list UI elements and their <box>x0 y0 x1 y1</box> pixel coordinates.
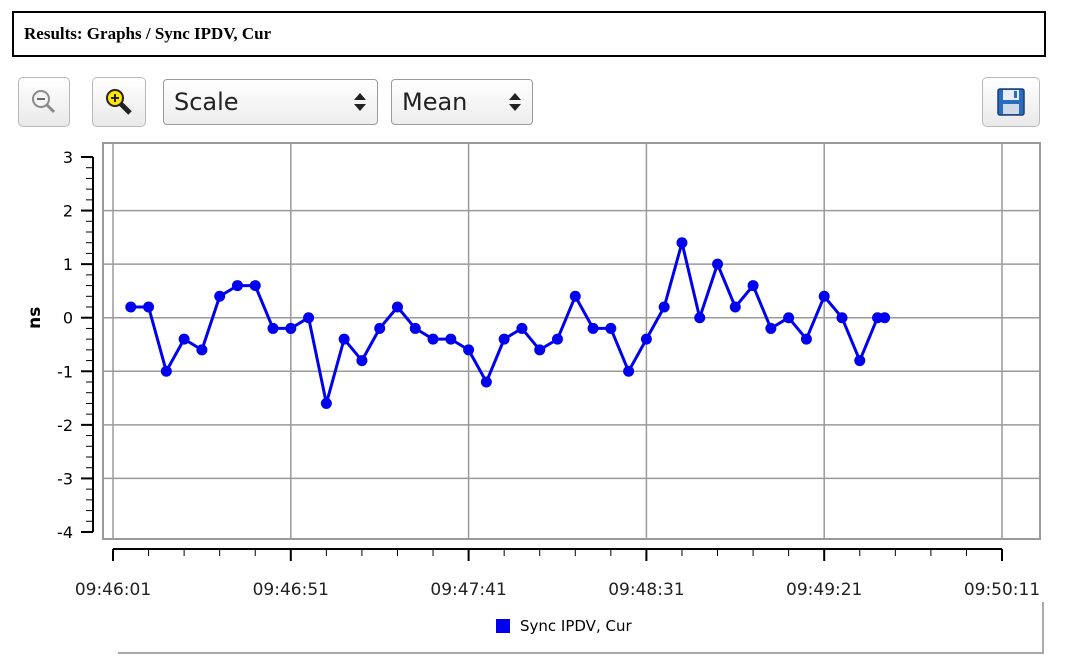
y-tick-label: 0 <box>63 309 73 328</box>
data-point <box>712 258 724 270</box>
stat-select-value: Mean <box>402 88 468 116</box>
data-point <box>783 312 795 324</box>
data-point <box>480 376 492 388</box>
series-line <box>130 241 885 405</box>
data-point <box>409 322 421 334</box>
data-point <box>676 237 688 249</box>
zoom-in-button[interactable] <box>92 77 146 127</box>
legend-label: Sync IPDV, Cur <box>520 617 632 635</box>
data-point <box>640 333 652 345</box>
data-point <box>854 355 866 367</box>
data-point <box>587 322 599 334</box>
data-point <box>214 290 226 302</box>
results-title: Results: Graphs / Sync IPDV, Cur <box>12 11 1046 57</box>
zoom-out-icon <box>32 90 56 114</box>
y-tick-label: -1 <box>57 362 73 381</box>
data-point <box>267 322 279 334</box>
data-point <box>143 301 155 313</box>
data-point <box>196 344 208 356</box>
data-point <box>303 312 315 324</box>
data-point <box>125 301 137 313</box>
x-tick-label: 09:48:31 <box>608 580 684 600</box>
data-point <box>285 322 297 334</box>
y-axis-label: ns <box>25 307 45 329</box>
legend: Sync IPDV, Cur <box>496 617 632 635</box>
y-tick-label: 3 <box>63 148 73 167</box>
data-point <box>231 280 243 292</box>
data-point <box>445 333 457 345</box>
data-point <box>729 301 741 313</box>
zoom-in-icon <box>106 89 132 115</box>
legend-frame <box>118 602 1044 654</box>
data-point <box>605 322 617 334</box>
x-tick-label: 09:49:21 <box>786 580 862 600</box>
data-point <box>178 333 190 345</box>
data-point <box>818 290 830 302</box>
data-point <box>623 365 635 377</box>
zoom-out-button[interactable] <box>18 77 70 127</box>
data-point <box>534 344 546 356</box>
data-point <box>498 333 510 345</box>
data-point <box>747 280 759 292</box>
data-point <box>879 312 891 324</box>
save-icon <box>997 88 1025 116</box>
data-point <box>374 322 386 334</box>
y-tick-label: -2 <box>57 416 73 435</box>
data-point <box>338 333 350 345</box>
stat-select[interactable]: Mean <box>391 79 533 125</box>
save-button[interactable] <box>982 77 1040 127</box>
updown-arrows-icon <box>498 91 532 113</box>
y-tick-label: -3 <box>57 469 73 488</box>
x-tick-label: 09:50:11 <box>964 580 1040 600</box>
x-tick-label: 09:46:51 <box>253 580 329 600</box>
plot-area <box>102 142 1041 540</box>
data-point <box>427 333 439 345</box>
updown-arrows-icon <box>343 91 377 113</box>
data-point <box>463 344 475 356</box>
data-point <box>569 290 581 302</box>
data-point <box>800 333 812 345</box>
y-tick-label: 2 <box>63 202 73 221</box>
data-point <box>765 322 777 334</box>
data-point <box>320 397 332 409</box>
data-point <box>356 355 368 367</box>
data-point <box>694 312 706 324</box>
x-tick-label: 09:47:41 <box>430 580 506 600</box>
data-point <box>391 301 403 313</box>
data-point <box>836 312 848 324</box>
data-point <box>516 322 528 334</box>
data-point <box>160 365 172 377</box>
y-tick-label: 1 <box>63 255 73 274</box>
data-point <box>249 280 261 292</box>
y-tick-label: -4 <box>57 523 73 542</box>
x-tick-label: 09:46:01 <box>75 580 151 600</box>
scale-select-value: Scale <box>174 88 239 116</box>
data-point <box>658 301 670 313</box>
legend-swatch <box>496 619 510 633</box>
data-point <box>552 333 563 345</box>
scale-select[interactable]: Scale <box>163 79 378 125</box>
